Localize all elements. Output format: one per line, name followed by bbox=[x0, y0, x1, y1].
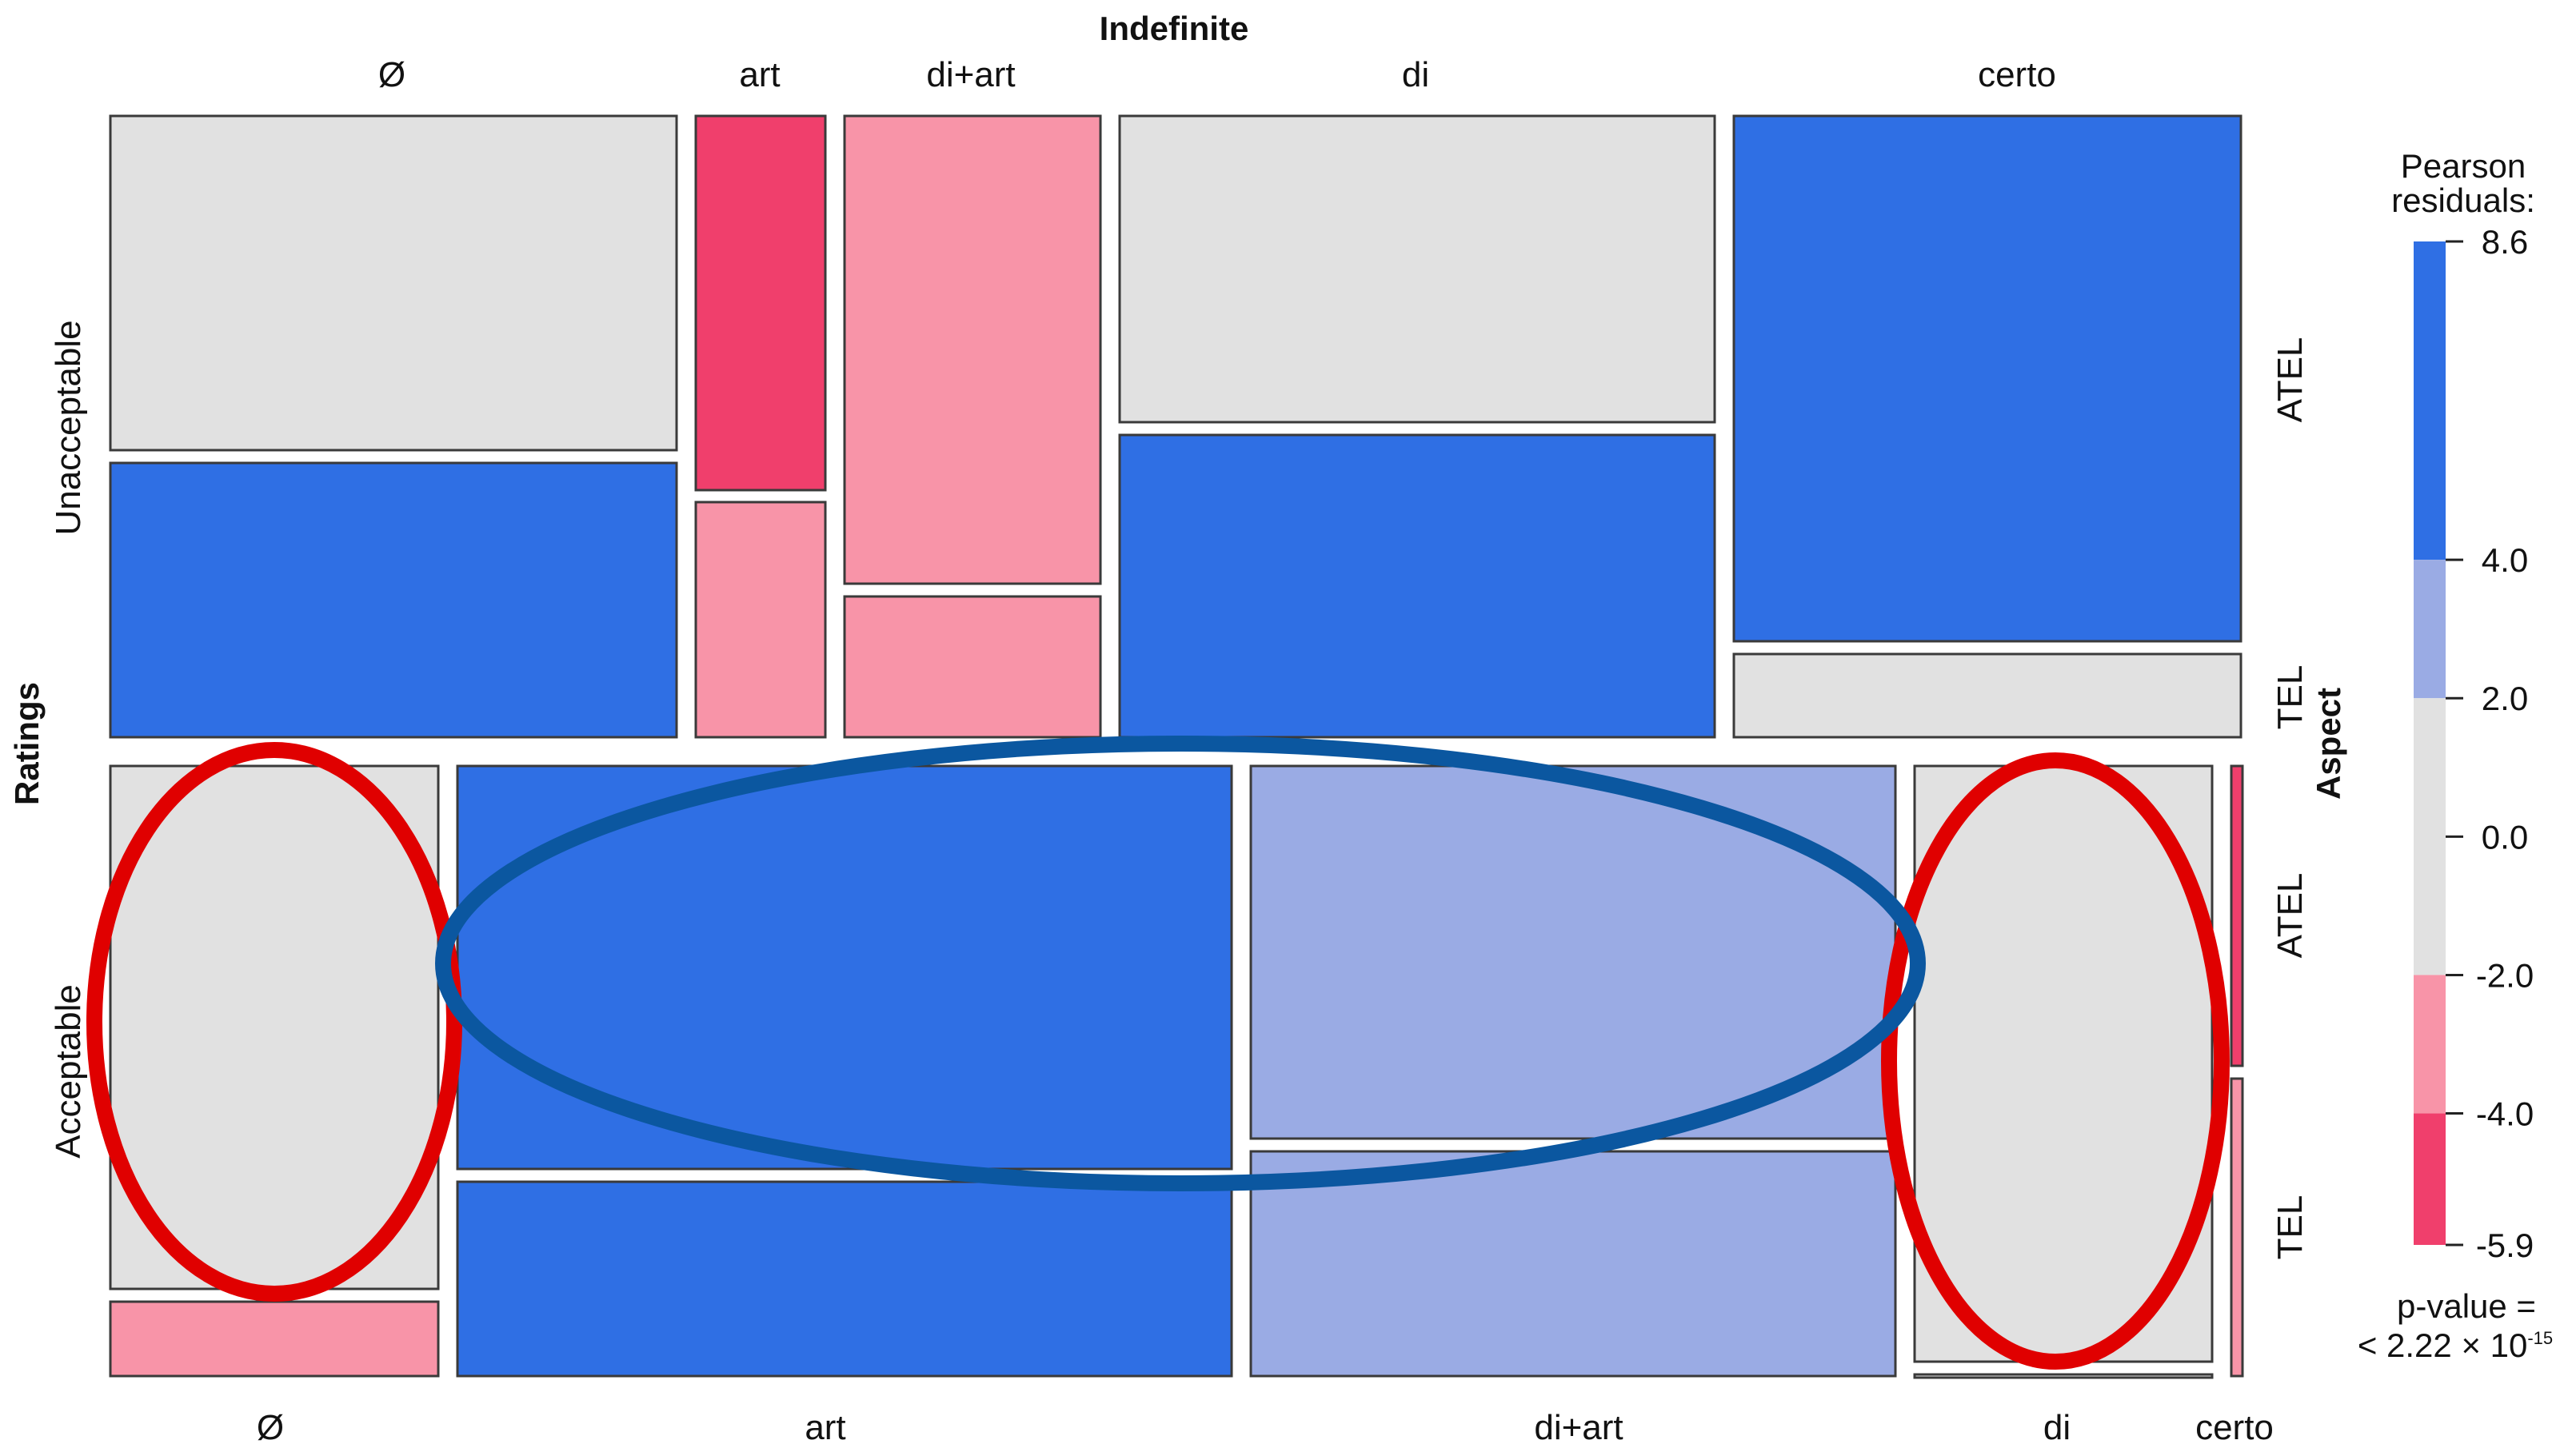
tile-unacceptable-art-tel bbox=[694, 501, 827, 739]
top-label-certo: certo bbox=[1978, 55, 2056, 94]
tile-unacceptable-null-atel bbox=[109, 114, 678, 452]
legend-ticks: 8.6 4.0 2.0 0.0 -2.0 -4.0 -5.9 bbox=[2446, 223, 2534, 1264]
aspect-label-tel-upper: TEL bbox=[2270, 665, 2310, 730]
tile-unacceptable-di-tel bbox=[1118, 433, 1716, 739]
tile-unacceptable-di-art-tel bbox=[843, 595, 1102, 739]
legend-band-2 bbox=[2414, 698, 2446, 975]
tile-acceptable-art-atel bbox=[456, 764, 1233, 1171]
tile-acceptable-di-tel bbox=[1913, 1373, 2214, 1379]
tile-acceptable-art-tel bbox=[456, 1180, 1233, 1378]
top-label-di: di bbox=[1402, 55, 1429, 94]
legend-tick-label-2: 2.0 bbox=[2482, 680, 2528, 717]
tile-unacceptable-null-tel bbox=[109, 461, 678, 739]
legend-band-1 bbox=[2414, 560, 2446, 699]
legend-tick-label-6: -5.9 bbox=[2476, 1227, 2534, 1264]
tile-unacceptable-di-atel bbox=[1118, 114, 1716, 424]
tile-unacceptable-certo-atel bbox=[1732, 114, 2243, 643]
bottom-label-di-art: di+art bbox=[1534, 1408, 1623, 1447]
aspect-label-atel-lower: ATEL bbox=[2270, 873, 2310, 959]
p-value-exponent: -15 bbox=[2527, 1328, 2553, 1348]
legend-color-bar bbox=[2414, 241, 2446, 1245]
tile-acceptable-di-art-tel bbox=[1249, 1150, 1897, 1378]
bottom-label-certo: certo bbox=[2195, 1408, 2274, 1447]
row-label-unacceptable: Unacceptable bbox=[49, 320, 88, 535]
tile-acceptable-certo-atel bbox=[2230, 764, 2244, 1067]
tile-acceptable-null-tel bbox=[109, 1300, 440, 1378]
left-axis-title: Ratings bbox=[8, 682, 46, 805]
legend-title-line2: residuals: bbox=[2391, 181, 2535, 219]
tile-acceptable-di-art-atel bbox=[1249, 764, 1897, 1140]
legend-tick-label-0: 8.6 bbox=[2482, 223, 2528, 261]
red-ellipse-right bbox=[1881, 752, 2230, 1370]
blue-ellipse-center bbox=[435, 736, 1926, 1191]
tile-acceptable-di-atel bbox=[1913, 764, 2214, 1363]
top-axis-title: Indefinite bbox=[1100, 10, 1249, 47]
bottom-label-art: art bbox=[805, 1408, 845, 1447]
tile-unacceptable-certo-tel bbox=[1732, 652, 2243, 739]
row-label-acceptable: Acceptable bbox=[49, 984, 88, 1159]
legend-band-3 bbox=[2414, 975, 2446, 1114]
annotation-ellipses bbox=[86, 736, 2230, 1370]
legend-tick-label-4: -2.0 bbox=[2476, 956, 2534, 994]
legend-title-line1: Pearson bbox=[2401, 147, 2526, 185]
red-ellipse-left bbox=[86, 742, 462, 1302]
tile-unacceptable-art-atel bbox=[694, 114, 827, 492]
bottom-label-di: di bbox=[2043, 1408, 2071, 1447]
top-label-art: art bbox=[739, 55, 780, 94]
aspect-label-atel-upper: ATEL bbox=[2270, 337, 2310, 423]
aspect-label-tel-lower: TEL bbox=[2270, 1195, 2310, 1260]
tile-acceptable-certo-tel bbox=[2230, 1077, 2244, 1378]
legend-tick-label-5: -4.0 bbox=[2476, 1095, 2534, 1133]
legend-tick-label-3: 0.0 bbox=[2482, 818, 2528, 856]
legend-band-4 bbox=[2414, 1113, 2446, 1245]
mosaic-tiles bbox=[109, 114, 2244, 1379]
legend-tick-label-1: 4.0 bbox=[2482, 541, 2528, 579]
p-value-line1: p-value = bbox=[2397, 1287, 2536, 1325]
bottom-label-null: Ø bbox=[257, 1408, 284, 1447]
top-label-di-art: di+art bbox=[926, 55, 1015, 94]
tile-acceptable-null-atel bbox=[109, 764, 440, 1290]
tile-unacceptable-di-art-atel bbox=[843, 114, 1102, 585]
legend-band-0 bbox=[2414, 241, 2446, 560]
top-label-null: Ø bbox=[378, 55, 405, 94]
right-axis-title: Aspect bbox=[2310, 688, 2347, 800]
p-value-line2: < 2.22 × 10-15 bbox=[2358, 1326, 2553, 1364]
p-value-base: < 2.22 × 10 bbox=[2358, 1326, 2528, 1364]
